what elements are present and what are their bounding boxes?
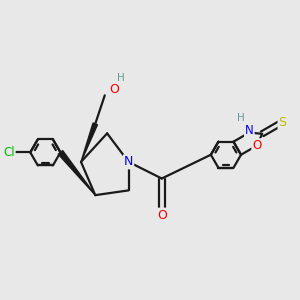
- Text: O: O: [157, 208, 167, 222]
- Text: N: N: [124, 155, 133, 168]
- Text: H: H: [237, 113, 244, 123]
- Text: Cl: Cl: [3, 146, 15, 159]
- Text: H: H: [117, 73, 124, 83]
- Polygon shape: [81, 123, 98, 162]
- Polygon shape: [58, 151, 95, 195]
- Text: O: O: [252, 139, 262, 152]
- Text: N: N: [245, 124, 254, 137]
- Text: O: O: [109, 83, 119, 96]
- Text: S: S: [278, 116, 286, 129]
